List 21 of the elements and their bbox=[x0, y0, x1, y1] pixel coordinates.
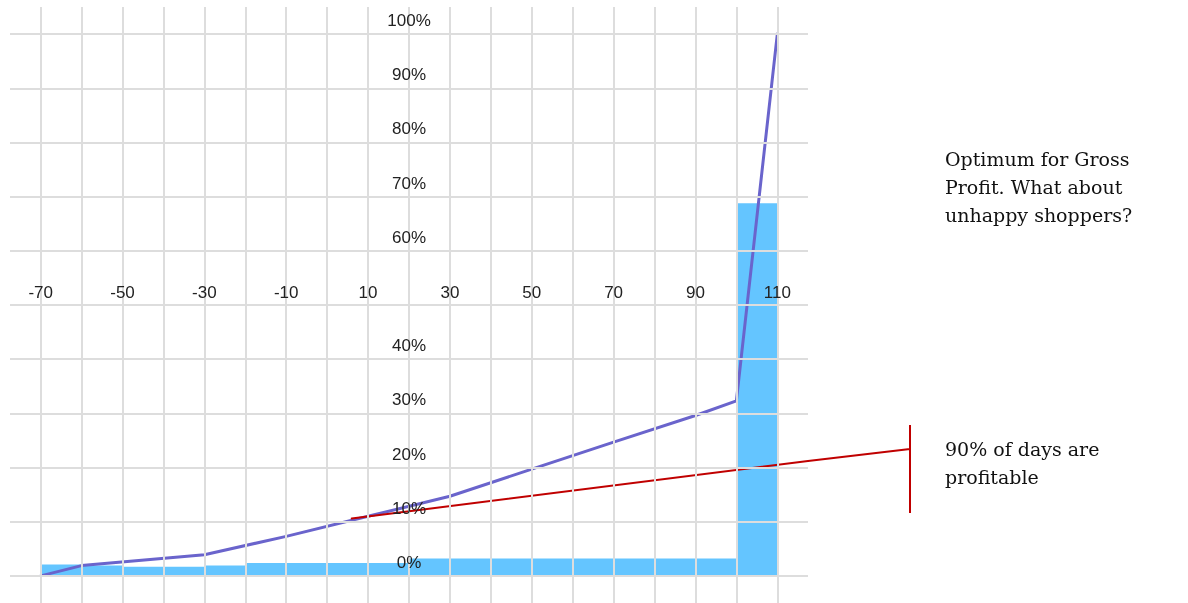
y-tick-label: 80% bbox=[391, 119, 427, 139]
x-tick-label: -30 bbox=[192, 283, 217, 302]
x-tick-label: 50 bbox=[522, 283, 542, 302]
y-tick-label: 90% bbox=[391, 65, 427, 85]
text: 90% of days are profitable bbox=[945, 437, 1101, 490]
x-tick-label: -70 bbox=[28, 283, 53, 302]
x-tick-label: -10 bbox=[273, 283, 299, 302]
x-tick-label: 70 bbox=[604, 283, 624, 302]
y-tick-label: 30% bbox=[391, 390, 427, 410]
x-tick-label: 10 bbox=[358, 283, 378, 302]
x-tick-label: 90 bbox=[686, 283, 705, 302]
y-tick-label: 40% bbox=[391, 336, 427, 356]
x-tick-label: -50 bbox=[110, 283, 135, 302]
y-tick-label: 20% bbox=[391, 444, 427, 464]
y-tick-label: 60% bbox=[391, 227, 427, 247]
text: Optimum for Gross Profit. What about unhappy shoppers? bbox=[945, 147, 1134, 228]
x-tick-label: 110 bbox=[763, 283, 791, 302]
y-tick-label: 100% bbox=[387, 11, 431, 31]
y-tick-label: 70% bbox=[391, 173, 427, 193]
y-tick-label: 0% bbox=[396, 552, 422, 572]
x-tick-label: 30 bbox=[440, 283, 460, 302]
